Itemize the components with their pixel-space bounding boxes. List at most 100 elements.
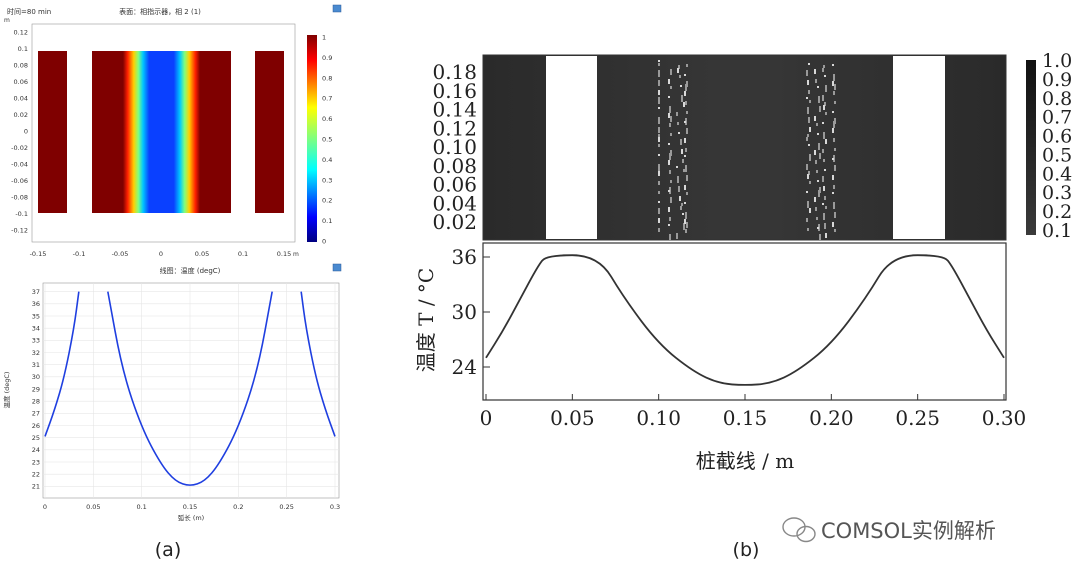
ytick-label: 29: [32, 385, 40, 393]
speckle: [681, 203, 683, 206]
speckle: [833, 74, 835, 81]
speckle: [670, 116, 672, 122]
xtick-label: 0.20: [809, 406, 854, 430]
panel-a-bottom-xlabel: 弧长 (m): [178, 513, 204, 522]
speckle: [806, 70, 808, 76]
xtick-label: 0.2: [233, 503, 243, 511]
speckle: [682, 213, 684, 215]
panel-b-top: 0.180.160.140.120.100.080.060.040.02 1.0…: [432, 50, 1072, 242]
colorbar-tick-label: 0.4: [322, 156, 332, 164]
speckle: [658, 117, 660, 124]
speckle: [834, 148, 836, 151]
panel-b-bottom: 36 30 24 0 0.05 0.10 0.15 0.20 0.25 0.30 温度 T / …: [414, 242, 1027, 473]
colorbar: [307, 35, 317, 242]
colorbar-tick-label: 0.1: [1042, 220, 1072, 242]
speckle: [834, 229, 836, 232]
speckle: [824, 196, 826, 200]
ytick-label: 36: [452, 245, 477, 269]
speckle: [823, 159, 825, 162]
speckle: [668, 143, 670, 145]
xtick-label: 0.15: [277, 250, 291, 258]
speckle: [833, 202, 835, 209]
ytick-label: 0.06: [14, 78, 28, 86]
speckle: [816, 217, 818, 220]
speckle: [833, 138, 835, 142]
speckle: [809, 208, 811, 213]
gray-colorbar: [1026, 60, 1036, 235]
speckle: [669, 234, 671, 241]
ytick-label: 34: [32, 324, 40, 332]
speckle: [816, 170, 818, 173]
speckle: [818, 143, 820, 150]
temperature-line-2: [107, 291, 273, 486]
speckle: [816, 123, 818, 126]
ytick-label: 0: [24, 128, 28, 136]
speckle: [833, 91, 835, 95]
ytick-label: -0.02: [11, 144, 28, 152]
xtick-label: 0.1: [238, 250, 248, 258]
speckle: [686, 175, 688, 181]
speckle: [807, 174, 809, 179]
speckle: [658, 107, 660, 109]
speckle: [809, 127, 811, 132]
speckle: [683, 102, 685, 107]
xtick-label: 0: [43, 503, 47, 511]
xtick-label: 0.1: [136, 503, 146, 511]
speckle: [679, 75, 681, 78]
panel-a-top-title: 表面：相指示器，相 2 (1): [119, 7, 201, 16]
colorbar-tick-label: 0.8: [1042, 88, 1072, 110]
panel-b-caption: (b): [733, 539, 760, 561]
speckle: [658, 70, 660, 77]
ytick-label: 25: [32, 434, 40, 442]
white-gap-2: [893, 56, 945, 239]
xtick-label: 0.30: [982, 406, 1027, 430]
speckle: [668, 190, 670, 192]
speckle: [670, 197, 672, 203]
export-icon[interactable]: [332, 4, 342, 13]
speckle: [808, 117, 810, 123]
speckle: [684, 138, 686, 143]
speckle: [658, 228, 660, 232]
speckle: [808, 63, 810, 65]
speckle: [824, 75, 826, 77]
wechat-icon: [782, 517, 816, 543]
panel-a-caption: (a): [155, 539, 181, 561]
export-icon-2[interactable]: [332, 263, 342, 272]
speckle: [823, 65, 825, 68]
ytick-label: 0.02: [14, 111, 28, 119]
ytick-label: -0.06: [11, 177, 28, 185]
xtick-label: 0.10: [636, 406, 681, 430]
ytick-label: 32: [32, 349, 40, 357]
speckle: [669, 153, 671, 160]
speckle: [676, 233, 678, 239]
speckle: [822, 68, 824, 72]
speckle: [825, 206, 827, 209]
ytick-label: 0.02: [432, 210, 477, 234]
xtick-label: 0.05: [195, 250, 209, 258]
panel-a-top-yunit: m: [4, 17, 10, 24]
speckle: [658, 154, 660, 156]
solid-blocks: [38, 51, 284, 213]
xtick-label: -0.1: [73, 250, 86, 258]
speckle: [822, 149, 824, 153]
speckle: [658, 191, 660, 194]
speckle: [684, 155, 686, 157]
speckle: [686, 64, 688, 67]
colorbar-tick-label: 0.7: [322, 95, 332, 103]
ytick-label: 30: [32, 373, 40, 381]
speckle: [684, 185, 686, 190]
speckle: [807, 134, 809, 137]
colorbar-tick-label: 0.2: [322, 197, 332, 205]
ytick-label: -0.12: [11, 227, 28, 235]
panel-a-bottom: 线图：温度 (degC) 37 36 35 34 33 32 31 30 29 28 27 26 25 2…: [2, 263, 342, 522]
speckle: [817, 180, 819, 182]
xtick-label: 0.15: [183, 503, 197, 511]
speckle: [824, 169, 826, 171]
speckle: [823, 213, 825, 220]
speckle: [658, 164, 660, 171]
ytick-label: 35: [32, 312, 40, 320]
speckle: [686, 192, 688, 195]
speckle: [807, 107, 809, 114]
speckle: [814, 69, 816, 74]
